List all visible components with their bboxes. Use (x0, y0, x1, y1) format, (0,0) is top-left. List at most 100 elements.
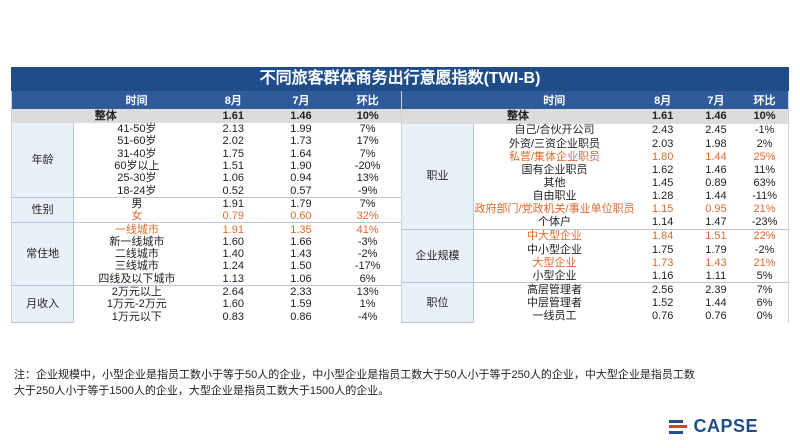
header-cell: 时间 (73, 91, 200, 109)
mom-value: -20% (354, 160, 381, 173)
mom-value: 13% (334, 284, 401, 299)
table-row: 性别男 1.91 1.79 7% (12, 196, 401, 224)
mom-value: -4% (357, 310, 378, 323)
row-label: 政府部门/党政机关/事业单位职员 (474, 203, 635, 216)
row-label: 新一线城市 (109, 235, 165, 248)
table-row: 职位 高层管理者 2.56 2.39 7% (401, 282, 788, 324)
aug-value: 0.52 (222, 184, 244, 197)
table-row: 1万元以下 0.83 0.86 -4% (12, 310, 401, 323)
jul-value: 1.44 (705, 190, 727, 203)
aug-value: 1.73 (651, 256, 674, 269)
capse-logo: CAPSE (669, 416, 758, 437)
jul-value: 0.86 (290, 310, 312, 323)
mom-value: -1% (754, 124, 775, 137)
group-label: 企业规模 (401, 228, 475, 284)
table-row: 小型企业 1.16 1.11 5% (402, 269, 789, 283)
group-label: 年龄 (12, 123, 75, 198)
mom-value: 7% (359, 147, 376, 160)
footnote-line: 大于250人小于等于1500人的企业，大型企业是指员工数大于1500人的企业。 (14, 385, 390, 397)
aug-value: 1.60 (222, 298, 244, 311)
header-cell (401, 91, 474, 109)
mom-value: 5% (756, 269, 773, 282)
table-row: 国有企业职员 1.62 1.46 11% (402, 163, 789, 176)
jul-value: 1.90 (290, 160, 312, 173)
mom-value: 17% (356, 135, 379, 148)
row-label: 自由职业 (532, 190, 577, 203)
row-label: 女 (131, 210, 143, 223)
table-row: 新一线城市 1.60 1.66 -3% (12, 236, 401, 248)
mom-value: 41% (334, 222, 401, 236)
mom-value: 10% (334, 109, 401, 123)
aug-value: 1.75 (651, 243, 674, 256)
aug-value: 1.16 (651, 269, 674, 282)
mom-value: 7% (359, 123, 376, 136)
mom-value: 6% (359, 272, 376, 285)
jul-value: 2.39 (690, 282, 742, 297)
row-label: 中大型企业 (473, 228, 635, 243)
row-label: 中小型企业 (527, 243, 583, 256)
row-label: 1万元-2万元 (106, 298, 167, 311)
jul-value: 0.89 (705, 176, 727, 189)
table-row: 自由职业 1.28 1.44 -11% (402, 189, 789, 202)
total-label: 整体 (401, 109, 635, 124)
jul-value: 1.98 (705, 137, 727, 150)
jul-value: 1.79 (267, 196, 335, 211)
row-label: 自己/合伙开公司 (514, 124, 595, 137)
aug-value: 1.75 (222, 147, 244, 160)
right-table: 时间 8月 7月 环比 整体 1.61 1.46 10% 职业 自己/合伙开公司 2.43 2… (401, 91, 789, 324)
aug-value: 2.56 (634, 282, 691, 297)
jul-value: 1.66 (290, 235, 312, 248)
table-row: 18-24岁 0.52 0.57 -9% (12, 184, 401, 197)
row-label: 25-30岁 (117, 172, 157, 185)
table-row: 51-60岁 2.02 1.73 17% (12, 135, 401, 147)
jul-value: 1.35 (267, 222, 335, 236)
jul-value: 0.94 (290, 172, 312, 185)
mom-value: 63% (753, 176, 776, 189)
table-row: 职业 自己/合伙开公司 2.43 2.45 -1% (401, 123, 789, 230)
group-label: 常住地 (12, 222, 75, 286)
table-row: 二线城市 1.40 1.43 -2% (12, 248, 401, 260)
row-label: 男 (73, 196, 200, 211)
total-label: 整体 (12, 109, 200, 123)
table-row: 私营/集体企业职员 1.80 1.44 25% (402, 150, 789, 163)
aug-value: 1.91 (199, 222, 268, 236)
jul-value: 1.73 (290, 135, 312, 148)
aug-value: 1.40 (222, 248, 244, 261)
mom-value: 25% (753, 150, 776, 163)
aug-value: 1.15 (651, 203, 674, 216)
mom-value: 11% (753, 163, 776, 176)
aug-value: 1.06 (222, 172, 244, 185)
mom-value: -2% (754, 243, 775, 256)
mom-value: 13% (356, 172, 379, 185)
header-cell: 环比 (741, 91, 788, 109)
aug-value: 2.43 (651, 124, 674, 137)
mom-value: 22% (741, 228, 788, 243)
aug-value: 1.51 (222, 160, 244, 173)
logo-text: CAPSE (693, 416, 758, 436)
mom-value: -17% (354, 260, 381, 273)
row-label: 外资/三资企业职员 (509, 137, 601, 150)
jul-value: 1.11 (705, 269, 727, 282)
table-frame: 不同旅客群体商务出行意愿指数(TWI-B) 时间 8月 7月 环比 整体 1.61… (11, 67, 789, 324)
footnote-line: 注：企业规模中，小型企业是指员工数小于等于50人的企业，中小型企业是指员工数大于… (14, 369, 695, 381)
row-label: 个体户 (538, 216, 572, 229)
group-label: 月收入 (12, 284, 75, 324)
table-row: 外资/三资企业职员 2.03 1.98 2% (402, 137, 789, 150)
table-row: 中层管理者 1.52 1.44 6% (402, 296, 789, 309)
jul-value: 0.95 (705, 203, 727, 216)
jul-value: 1.46 (267, 109, 335, 123)
jul-value: 1.99 (290, 123, 312, 136)
jul-value: 2.45 (705, 124, 727, 137)
mom-value: 7% (334, 196, 401, 211)
left-table: 时间 8月 7月 环比 整体 1.61 1.46 10% 年龄 41-50岁 2.13 1.9… (12, 91, 401, 324)
jul-value: 1.64 (290, 147, 312, 160)
aug-value: 2.64 (199, 284, 268, 299)
row-label: 18-24岁 (117, 184, 157, 197)
mom-value: -9% (357, 184, 378, 197)
mom-value: -3% (357, 235, 378, 248)
mom-value: 0% (756, 310, 773, 323)
group-label: 职业 (401, 123, 475, 230)
row-label: 其他 (543, 176, 566, 189)
aug-value: 2.03 (651, 137, 674, 150)
table-row: 年龄 41-50岁 2.13 1.99 7% (12, 123, 401, 198)
